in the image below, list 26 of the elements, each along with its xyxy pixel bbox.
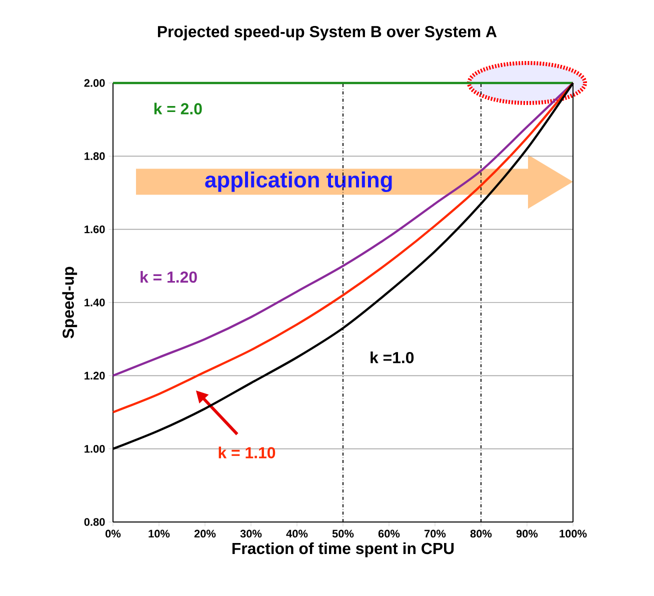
text: k = 1.10 <box>218 446 276 458</box>
x-tick-label: 70% <box>424 530 446 538</box>
y-axis-title: Speed-up <box>62 266 78 338</box>
x-tick-label: 80% <box>470 530 492 538</box>
x-tick-label: 0% <box>106 530 121 538</box>
x-tick-label: 60% <box>378 530 400 538</box>
text: k = 1.20 <box>140 271 197 283</box>
x-tick-label: 30% <box>240 530 262 538</box>
x-tick-label: 100% <box>560 530 587 538</box>
y-tick-label: 2.00 <box>84 79 105 87</box>
series-label: k = 2.0 <box>154 102 202 114</box>
x-tick-label: 20% <box>194 530 216 538</box>
y-tick-label: 1.60 <box>84 225 105 234</box>
y-tick-label: 1.00 <box>84 444 105 453</box>
y-tick-label: 1.80 <box>84 152 105 160</box>
x-axis-title: Fraction of time spent in CPU <box>232 542 454 558</box>
chart-title: Projected speed-up System B over System A <box>158 26 497 40</box>
x-tick-label: 90% <box>516 530 538 538</box>
x-tick-label: 10% <box>148 530 170 538</box>
x-tick-label: 50% <box>332 530 354 538</box>
y-tick-label: 1.20 <box>84 372 105 380</box>
y-tick-label: 1.40 <box>84 298 105 306</box>
y-tick-label: 0.80 <box>84 518 105 526</box>
text: k =1.0 <box>370 352 414 364</box>
x-tick-label: 40% <box>286 530 308 538</box>
annotation: application tuning <box>205 171 392 192</box>
